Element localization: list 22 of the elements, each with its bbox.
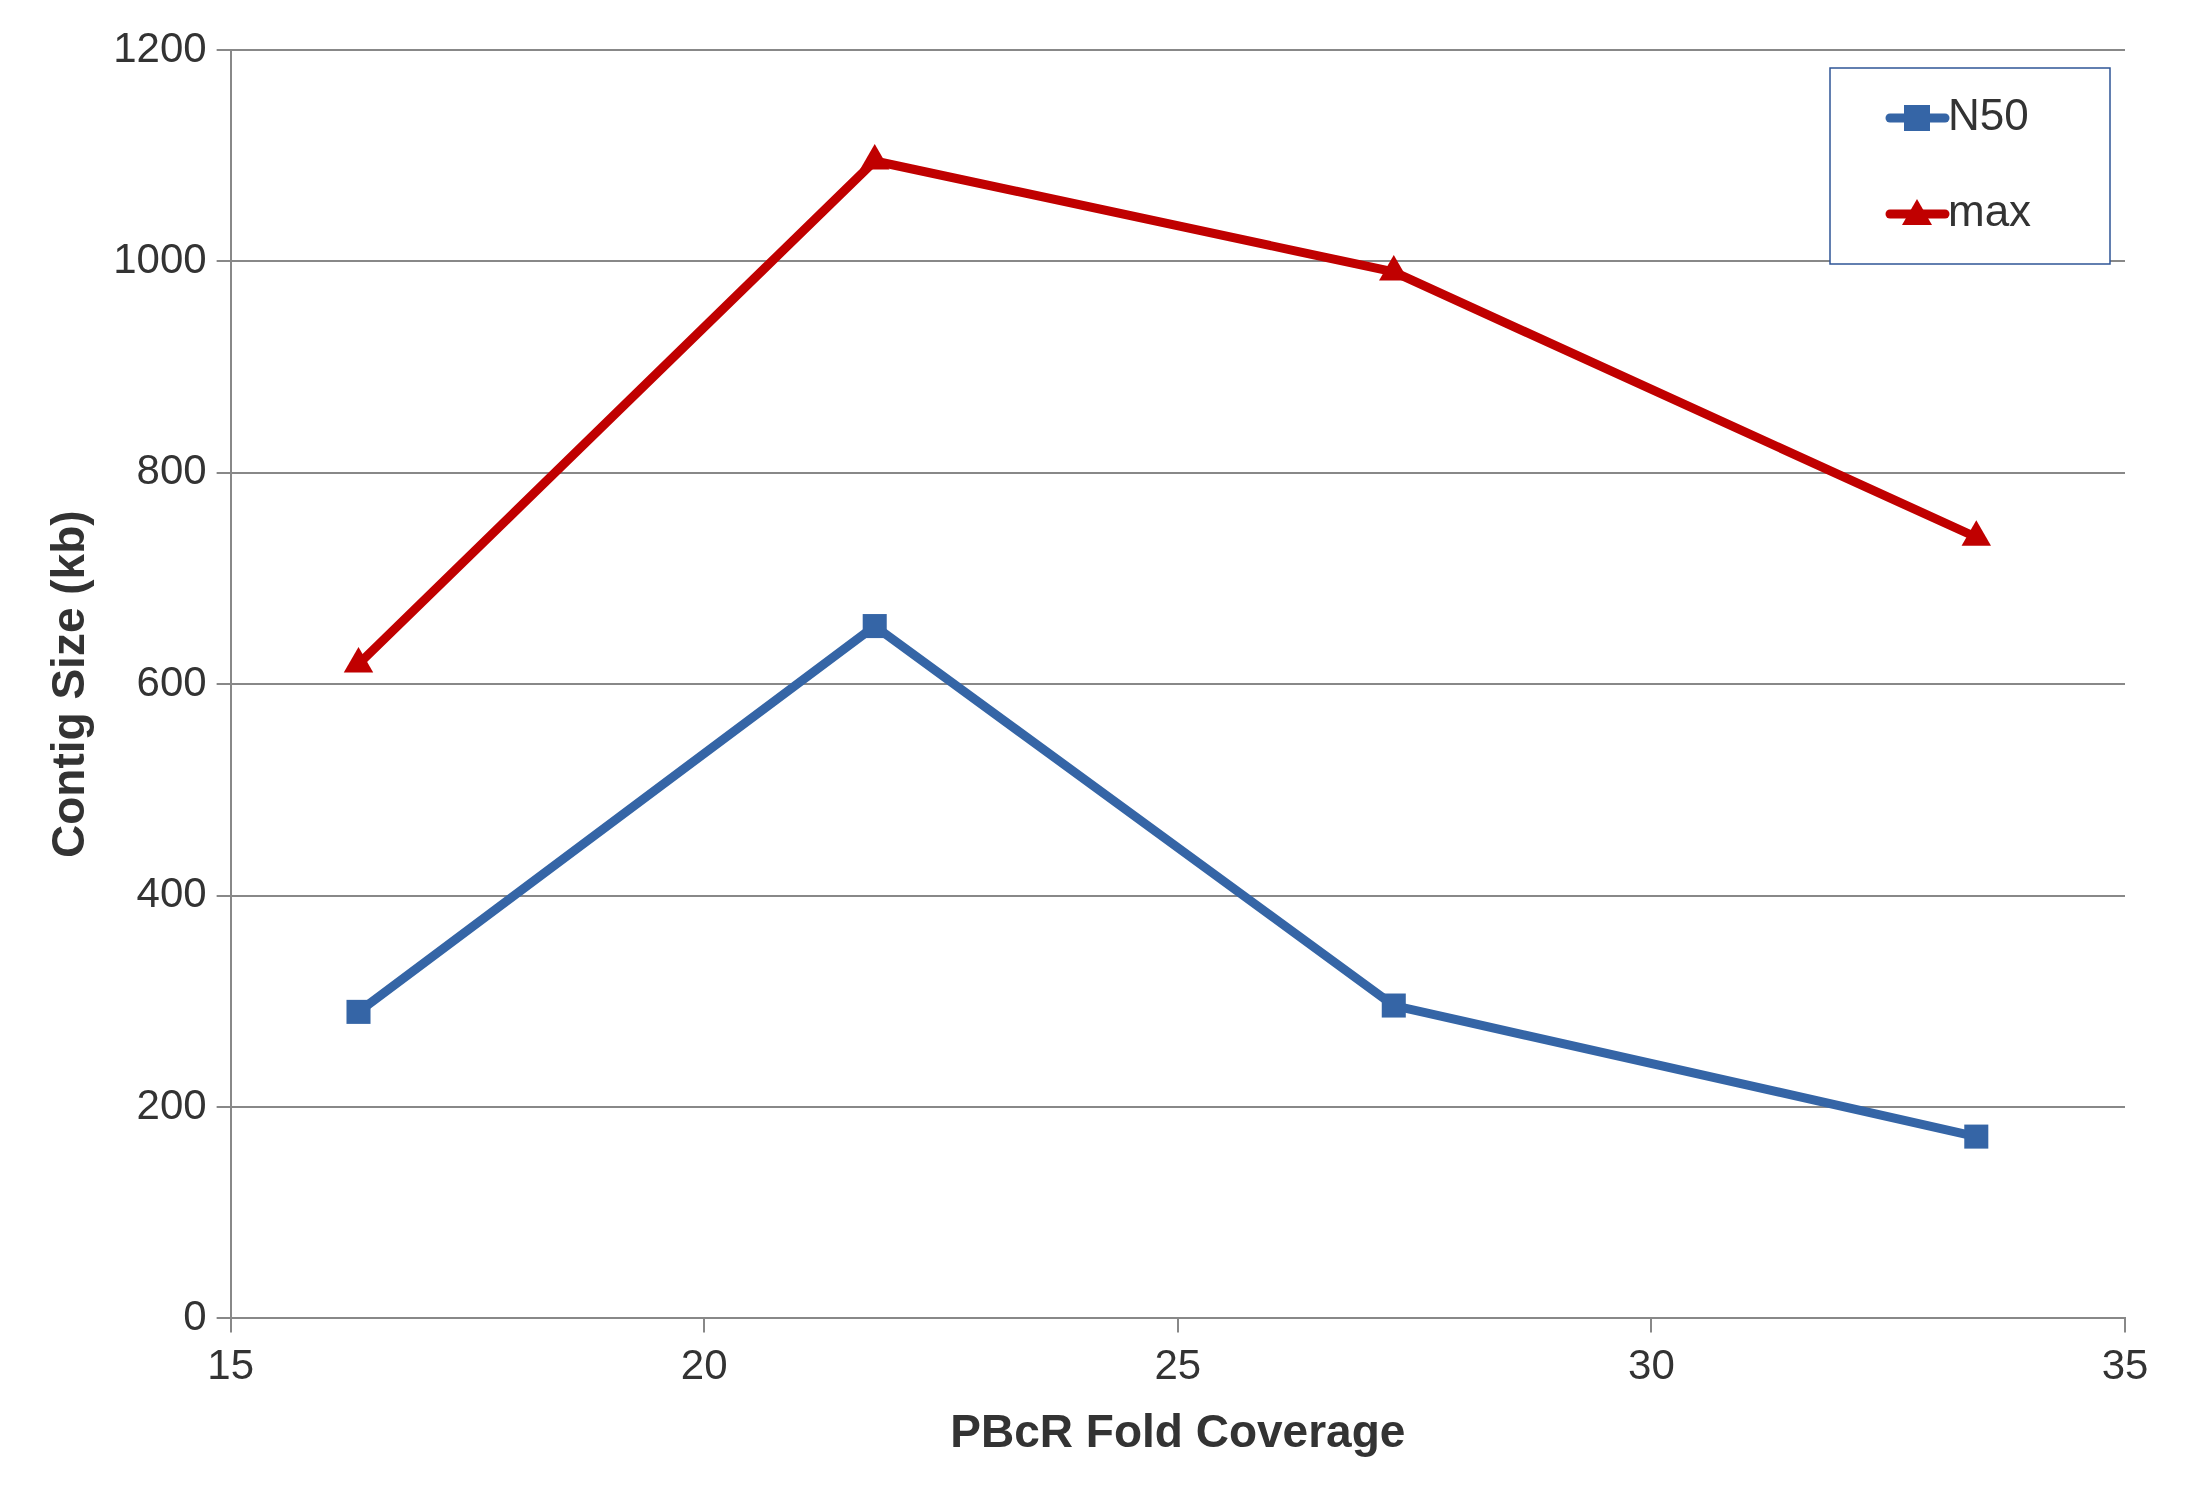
x-tick-label: 20: [680, 1341, 728, 1389]
y-tick-label: 600: [136, 657, 207, 705]
point: [1964, 1124, 1989, 1149]
y-tick-label: 1000: [113, 234, 207, 282]
y-axis-title: Contig Size (kb): [42, 510, 95, 858]
y-tick-label: 200: [136, 1080, 207, 1128]
point: [343, 647, 374, 673]
point: [1961, 520, 1992, 546]
y-tick-label: 400: [136, 869, 207, 917]
y-tick-label: 0: [183, 1291, 207, 1339]
point: [1381, 993, 1406, 1018]
y-tick-label: 1200: [113, 23, 207, 71]
x-tick-label: 30: [1628, 1341, 1675, 1389]
x-tick-label: 15: [207, 1341, 254, 1389]
x-tick-label: 25: [1154, 1341, 1202, 1389]
x-tick-label: 35: [2101, 1341, 2149, 1389]
legend-label: N50: [1948, 90, 2029, 140]
x-axis-title: PBcR Fold Coverage: [950, 1405, 1406, 1458]
point: [346, 999, 371, 1024]
legend-label: max: [1948, 186, 2032, 236]
point: [860, 143, 890, 170]
y-tick-label: 800: [136, 446, 207, 494]
